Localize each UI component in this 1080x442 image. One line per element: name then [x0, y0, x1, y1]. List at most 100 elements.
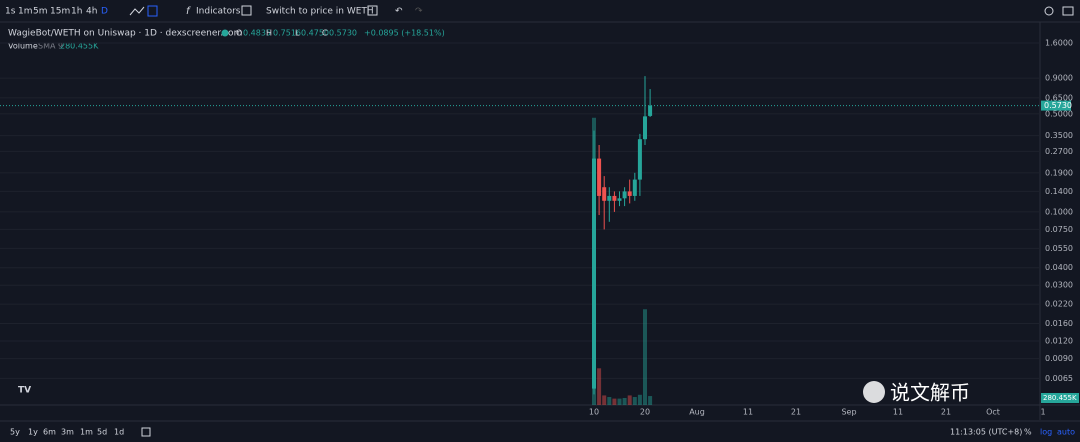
calendar-icon[interactable]	[141, 427, 151, 437]
x-tick-label: 21	[941, 408, 951, 417]
candle-body	[648, 105, 653, 116]
candle-body	[617, 198, 622, 201]
candle-body	[632, 179, 637, 196]
candle-body	[643, 116, 647, 140]
fullscreen-icon[interactable]	[367, 5, 378, 16]
y-tick-label: 0.6500	[1045, 93, 1073, 102]
interval-button[interactable]: 1m	[18, 7, 33, 17]
undo[interactable]: ↶	[395, 7, 403, 17]
ohlc-text: 0.4750	[301, 29, 329, 38]
status-dot	[221, 29, 229, 37]
volume-bar	[617, 398, 622, 405]
y-tick-label: 0.1400	[1045, 187, 1073, 196]
range-button[interactable]: 1y	[28, 428, 38, 437]
ohlc-text: H	[266, 29, 272, 38]
tv-logo: TV	[18, 386, 31, 396]
y-tick-label: 0.2700	[1045, 147, 1073, 156]
clock: 11:13:05 (UTC+8)	[950, 428, 1022, 437]
interval-button[interactable]: 4h	[86, 7, 97, 17]
ohlc-text: C	[322, 29, 328, 38]
percent-toggle[interactable]: %	[1024, 428, 1032, 437]
volume-label: Volume	[8, 42, 38, 51]
last-price-label: 0.5730	[1044, 101, 1072, 110]
legend-title: WagieBot/WETH on Uniswap · 1D · dexscree…	[8, 29, 242, 39]
x-tick-label: 21	[791, 408, 801, 417]
interval-button[interactable]: 5m	[33, 7, 48, 17]
candle-body	[637, 139, 642, 180]
candle-icon[interactable]	[147, 5, 158, 17]
candle-body	[592, 158, 596, 389]
range-button[interactable]: 5y	[10, 428, 20, 437]
indicators-button[interactable]: Indicators	[196, 7, 241, 17]
range-button[interactable]: 1d	[114, 428, 124, 437]
volume-bar	[637, 394, 642, 405]
auto-toggle[interactable]: auto	[1057, 428, 1075, 437]
sma-label: SMA 9	[38, 42, 63, 51]
interval-button[interactable]: 1s	[5, 7, 16, 17]
volume-value: 280.455K	[60, 42, 99, 51]
x-tick-label: 20	[640, 408, 650, 417]
range-button[interactable]: 6m	[43, 428, 56, 437]
x-tick-label: Oct	[986, 408, 1000, 417]
interval-button[interactable]: D	[101, 7, 108, 17]
y-tick-label: 0.0220	[1045, 300, 1073, 309]
y-tick-label: 1.6000	[1045, 39, 1073, 48]
candle-body	[612, 195, 617, 201]
volume-bar	[643, 309, 647, 405]
x-tick-label: 1	[1040, 408, 1045, 417]
wechat-icon	[863, 381, 885, 403]
layout-icon[interactable]	[241, 5, 252, 16]
x-tick-label: Aug	[689, 408, 705, 417]
range-button[interactable]: 5d	[97, 428, 107, 437]
y-tick-label: 0.9000	[1045, 74, 1073, 83]
y-tick-label: 0.0065	[1045, 374, 1073, 383]
volume-bar	[612, 398, 617, 405]
volume-bar	[607, 397, 612, 405]
y-tick-label: 0.1900	[1045, 168, 1073, 177]
x-tick-label: 10	[589, 408, 599, 417]
interval-button[interactable]: 1h	[71, 7, 82, 17]
volume-bar	[627, 395, 632, 405]
candle-body	[607, 195, 612, 201]
x-tick-label: Sep	[841, 408, 856, 417]
log-toggle[interactable]: log	[1040, 428, 1052, 437]
y-tick-label: 0.0120	[1045, 337, 1073, 346]
candle-body	[602, 187, 607, 201]
candle-body	[627, 191, 632, 196]
fx-icon[interactable]: f	[186, 6, 191, 17]
top-toolbar	[0, 0, 1080, 22]
range-button[interactable]: 1m	[80, 428, 93, 437]
ohlc-text: +0.0895 (+18.51%)	[364, 29, 445, 38]
y-tick-label: 0.1000	[1045, 207, 1073, 216]
chart-type-icon[interactable]	[129, 6, 145, 16]
volume-bar	[602, 395, 607, 405]
ohlc-text: O	[236, 29, 242, 38]
volume-bar	[622, 397, 627, 405]
range-button[interactable]: 3m	[61, 428, 74, 437]
y-tick-label: 0.0550	[1045, 244, 1073, 253]
redo[interactable]: ↷	[415, 7, 423, 17]
ohlc-text: 0.7516	[273, 29, 301, 38]
y-tick-label: 0.3500	[1045, 131, 1073, 140]
y-tick-label: 0.5000	[1045, 109, 1073, 118]
camera-icon[interactable]	[1062, 6, 1074, 16]
y-tick-label: 0.0400	[1045, 263, 1073, 272]
volume-tag-label: 280.455K	[1043, 394, 1077, 402]
y-tick-label: 0.0750	[1045, 225, 1073, 234]
switch-button[interactable]: Switch to price in WETH	[266, 7, 374, 17]
candle-body	[622, 191, 627, 199]
settings-icon[interactable]	[1044, 6, 1054, 16]
x-tick-label: 11	[893, 408, 903, 417]
interval-button[interactable]: 15m	[50, 7, 70, 17]
last-price-tag	[1041, 100, 1071, 111]
volume-bar	[632, 397, 637, 405]
y-tick-label: 0.0160	[1045, 319, 1073, 328]
ohlc-text: 0.4835	[243, 29, 271, 38]
watermark: 说文解币	[890, 381, 970, 405]
ohlc-text: 0.5730	[329, 29, 357, 38]
x-tick-label: 11	[743, 408, 753, 417]
volume-bar	[597, 368, 602, 405]
volume-bar	[648, 396, 653, 405]
